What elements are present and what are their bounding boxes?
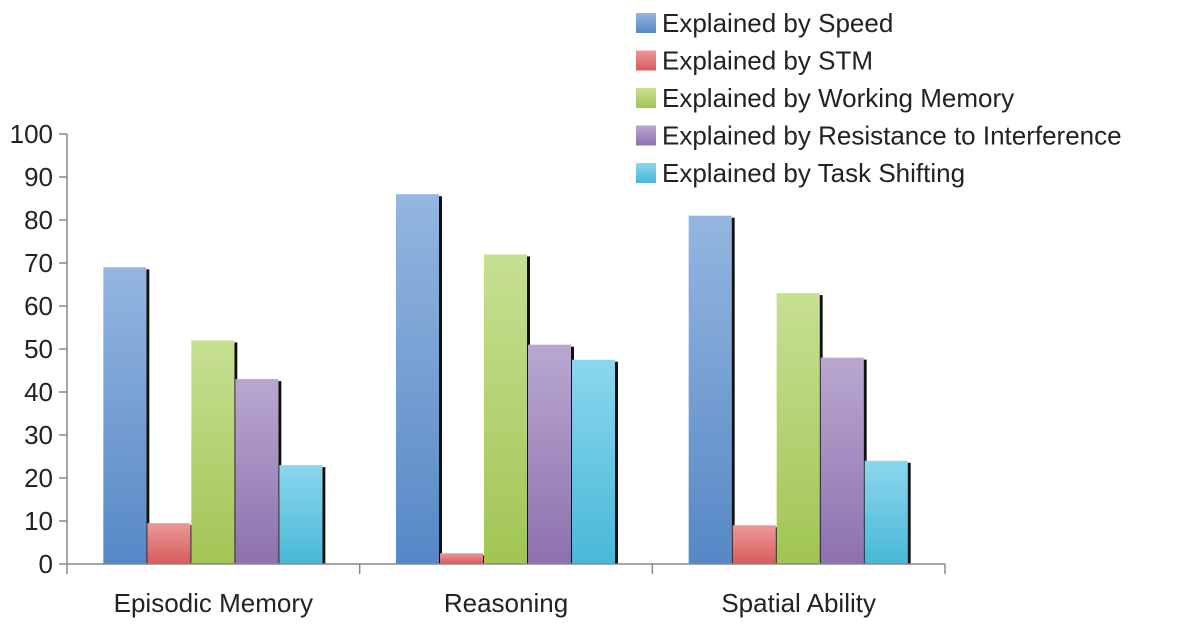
legend-swatch: [636, 50, 656, 71]
bar: [572, 359, 615, 564]
bar: [440, 553, 483, 564]
y-tick-label: 10: [24, 506, 53, 536]
bar-shadow: [322, 467, 326, 564]
legend-swatch: [636, 125, 656, 146]
bar-shadow: [731, 217, 735, 564]
bar-shadow: [907, 462, 911, 564]
legend-label: Explained by Speed: [662, 8, 893, 38]
y-tick-label: 20: [24, 463, 53, 493]
y-tick-label: 60: [24, 291, 53, 321]
bar-shadow: [439, 196, 442, 564]
bar: [147, 523, 191, 564]
y-tick-label: 90: [24, 162, 53, 192]
legend-label: Explained by Task Shifting: [662, 158, 965, 188]
bar: [235, 379, 279, 564]
bar: [776, 293, 820, 564]
bar: [864, 460, 908, 564]
y-tick-label: 50: [24, 334, 53, 364]
y-tick-label: 80: [24, 205, 53, 235]
bar-shadow: [615, 361, 618, 564]
legend: Explained by Speed Explained by STM Explai…: [636, 8, 1122, 188]
category-label: Spatial Ability: [721, 588, 876, 618]
bar: [820, 357, 864, 564]
bar-shadow: [146, 269, 150, 564]
bar: [103, 267, 147, 564]
category-label: Episodic Memory: [114, 588, 313, 618]
category-label: Reasoning: [444, 588, 568, 618]
y-tick-label: 30: [24, 420, 53, 450]
axes-layer: 0 10 20 30 40 50 60 70 80 90 100 Episodic Memory Rea…: [10, 119, 946, 618]
legend-swatch: [636, 163, 656, 183]
y-tick-label: 40: [24, 377, 53, 407]
legend-swatch: [636, 88, 656, 108]
y-tick-label: 0: [39, 549, 53, 579]
bar: [688, 215, 732, 564]
legend-label: Explained by STM: [662, 46, 873, 76]
bar: [191, 340, 235, 564]
legend-label: Explained by Resistance to Interference: [662, 121, 1122, 151]
bar: [528, 344, 571, 564]
legend-label: Explained by Working Memory: [662, 83, 1014, 113]
bar: [484, 254, 527, 564]
bar: [396, 194, 439, 564]
bars-layer: [103, 194, 911, 564]
legend-swatch: [636, 13, 656, 33]
bar: [732, 525, 776, 564]
y-tick-label: 100: [10, 119, 53, 149]
y-tick-label: 70: [24, 248, 53, 278]
bar: [279, 465, 323, 564]
